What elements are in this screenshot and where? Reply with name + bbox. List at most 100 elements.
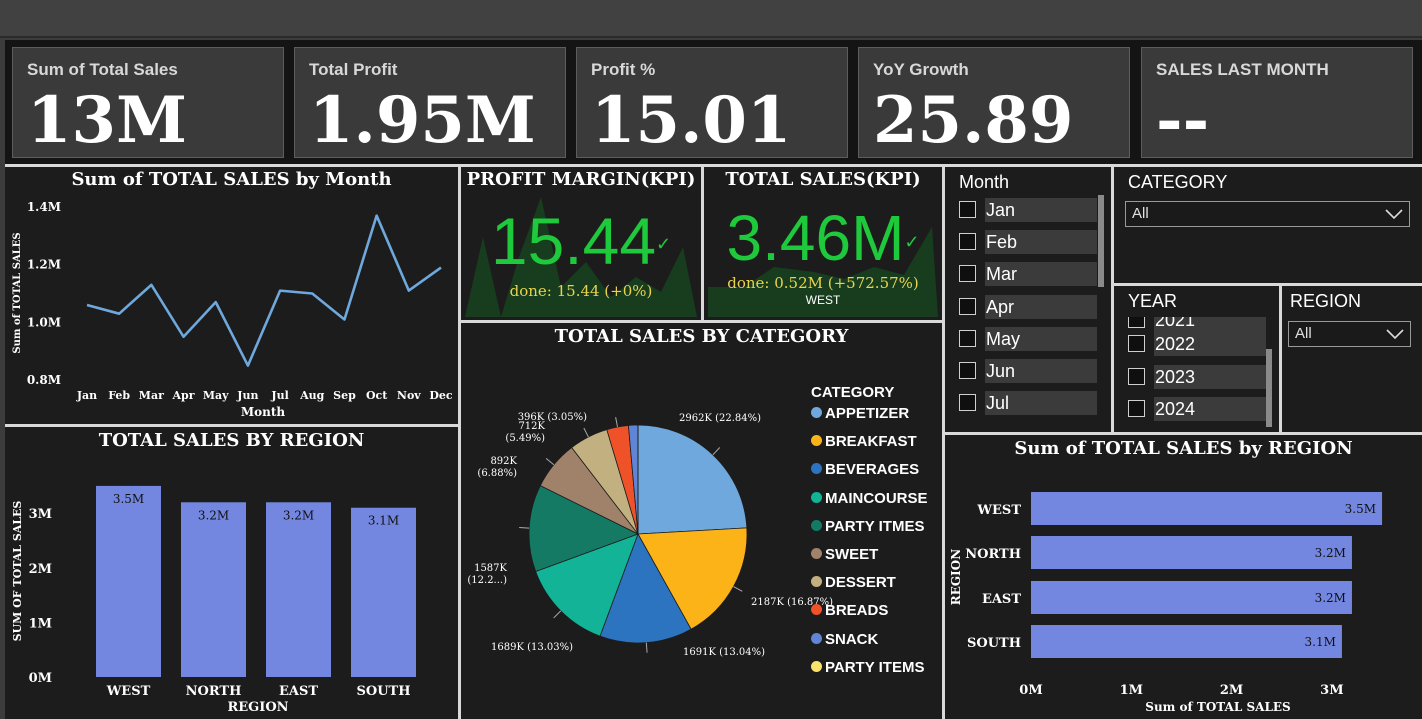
legend-swatch: [811, 604, 822, 616]
leader-line: [712, 447, 721, 456]
slicer-item[interactable]: Feb: [959, 230, 1109, 255]
bar: [266, 502, 331, 677]
legend-label: BREADS: [825, 602, 889, 620]
slicer-item[interactable]: Jan: [959, 198, 1109, 222]
legend-item[interactable]: SNACK: [811, 631, 878, 651]
kpi-goal: done: 15.44 (+0%): [509, 282, 653, 300]
x-tick-label: Jul: [270, 389, 288, 402]
slicer-item[interactable]: 2023: [1128, 364, 1278, 389]
data-label: 3.5M: [1345, 502, 1376, 516]
legend-swatch: [811, 491, 822, 503]
data-label: 3.2M: [1315, 546, 1346, 560]
category-dropdown[interactable]: All: [1125, 201, 1410, 227]
bar: [181, 502, 246, 677]
slicer-title: CATEGORY: [1128, 172, 1228, 192]
chart-title: TOTAL SALES BY REGION: [98, 430, 365, 451]
checkbox[interactable]: [959, 329, 976, 347]
slicer-item[interactable]: Mar: [959, 262, 1109, 287]
kpi-card-total-sales[interactable]: Sum of Total Sales 13M: [12, 47, 284, 158]
legend-item[interactable]: SWEET: [811, 546, 878, 566]
legend-swatch: [811, 576, 822, 588]
kpi-value: 15.01: [591, 83, 792, 158]
slicer-title: YEAR: [1128, 291, 1178, 311]
legend-item[interactable]: DESSERT: [811, 574, 896, 594]
month-slicer[interactable]: Month Jan Feb Mar Apr May Jun Jul: [945, 167, 1111, 432]
checkbox[interactable]: [959, 362, 976, 379]
slicer-item[interactable]: May: [959, 326, 1109, 351]
checkbox[interactable]: [959, 394, 976, 412]
slicer-item-label: Jan: [985, 198, 1097, 222]
region-hbar-panel[interactable]: Sum of TOTAL SALES by REGION 3.5M WEST 3.2…: [945, 435, 1422, 719]
kpi-label: SALES LAST MONTH: [1156, 60, 1329, 79]
y-tick-label: WEST: [976, 503, 1021, 518]
y-tick-label: SOUTH: [967, 636, 1021, 651]
chart-title: Sum of TOTAL SALES by Month: [71, 169, 392, 190]
x-tick-label: Mar: [139, 389, 164, 402]
legend-label: MAINCOURSE: [825, 489, 928, 507]
kpi-trend-area: [465, 197, 697, 317]
data-label: (12.2...): [467, 575, 507, 586]
slicer-title: REGION: [1290, 291, 1362, 311]
kpi-card-total-profit[interactable]: Total Profit 1.95M: [294, 47, 566, 158]
data-label: 3.2M: [1315, 591, 1346, 605]
kpi-label: Total Profit: [309, 60, 398, 79]
slicer-item[interactable]: 2024: [1128, 397, 1278, 421]
total-sales-kpi-panel[interactable]: TOTAL SALES(KPI) 3.46M✓ done: 0.52M (+57…: [704, 167, 942, 320]
checkbox[interactable]: [1128, 335, 1145, 352]
legend-item[interactable]: BEVERAGES: [811, 461, 919, 481]
slicer-item[interactable]: 2022: [1128, 332, 1278, 356]
checkbox[interactable]: [959, 265, 976, 283]
kpi-value: 1.95M: [309, 83, 536, 158]
check-icon: ✓: [904, 232, 920, 252]
slicer-item[interactable]: Apr: [959, 294, 1109, 319]
app-top-bar: [0, 0, 1422, 38]
dropdown-value: All: [1132, 205, 1149, 222]
x-tick-label: WEST: [106, 684, 151, 699]
scrollbar[interactable]: [1266, 349, 1272, 427]
checkbox[interactable]: [1128, 400, 1145, 417]
legend-item[interactable]: MAINCOURSE: [811, 490, 928, 510]
checkbox[interactable]: [1128, 367, 1145, 385]
y-tick-label: 1.4M: [27, 200, 61, 214]
line-chart-panel[interactable]: Sum of TOTAL SALES by Month 0.8M 1.0M 1.2M…: [5, 167, 458, 424]
slicer-item[interactable]: Jul: [959, 391, 1109, 416]
legend-item[interactable]: PARTY ITMES: [811, 518, 924, 538]
year-slicer[interactable]: YEAR 2021 2022 2023 2024: [1114, 286, 1279, 432]
x-tick-label: Jun: [236, 389, 258, 402]
kpi-label: Sum of Total Sales: [27, 60, 178, 79]
kpi-card-profit-percent[interactable]: Profit % 15.01: [576, 47, 848, 158]
legend-item[interactable]: PARTY ITEMS: [811, 659, 924, 679]
x-tick-label: NORTH: [186, 684, 242, 699]
data-label: 892K: [490, 456, 517, 467]
checkbox[interactable]: [959, 201, 976, 218]
legend-label: BEVERAGES: [825, 461, 920, 479]
category-slicer[interactable]: CATEGORY All: [1114, 167, 1422, 283]
kpi-value: 15.44✓: [490, 204, 672, 278]
kpi-card-yoy-growth[interactable]: YoY Growth 25.89: [858, 47, 1130, 158]
slicer-item[interactable]: Jun: [959, 359, 1109, 383]
x-tick-label: Jan: [76, 389, 97, 402]
pie-slice: [637, 424, 748, 535]
legend-item[interactable]: APPETIZER: [811, 405, 909, 425]
legend-label: SWEET: [825, 546, 879, 563]
checkbox[interactable]: [959, 233, 976, 251]
kpi-card-sales-last-month[interactable]: SALES LAST MONTH --: [1141, 47, 1413, 158]
leader-line: [553, 610, 562, 619]
profit-margin-kpi-panel[interactable]: PROFIT MARGIN(KPI) 15.44✓ done: 15.44 (+…: [461, 167, 701, 320]
slicer-item[interactable]: 2021: [1128, 317, 1278, 332]
region-bar-chart-panel[interactable]: TOTAL SALES BY REGION 0M 1M 2M 3M 3.5M WEST 3.…: [5, 427, 458, 719]
scrollbar[interactable]: [1098, 195, 1104, 287]
checkbox[interactable]: [959, 297, 976, 315]
leader-line: [615, 417, 618, 428]
region-dropdown[interactable]: All: [1288, 321, 1411, 347]
kpi-value: 25.89: [873, 83, 1074, 158]
x-tick-label: Apr: [172, 389, 195, 402]
slicer-item-label: Mar: [985, 262, 1097, 287]
checkbox[interactable]: [1128, 317, 1145, 328]
category-pie-panel[interactable]: TOTAL SALES BY CATEGORY 2962K (22.84%) 21…: [461, 323, 942, 719]
legend-item[interactable]: BREAKFAST: [811, 433, 917, 453]
region-slicer[interactable]: REGION All: [1282, 286, 1422, 432]
x-tick-label: Dec: [429, 389, 453, 402]
legend-item[interactable]: BREADS: [811, 602, 888, 622]
x-tick-label: 0M: [1019, 683, 1042, 698]
